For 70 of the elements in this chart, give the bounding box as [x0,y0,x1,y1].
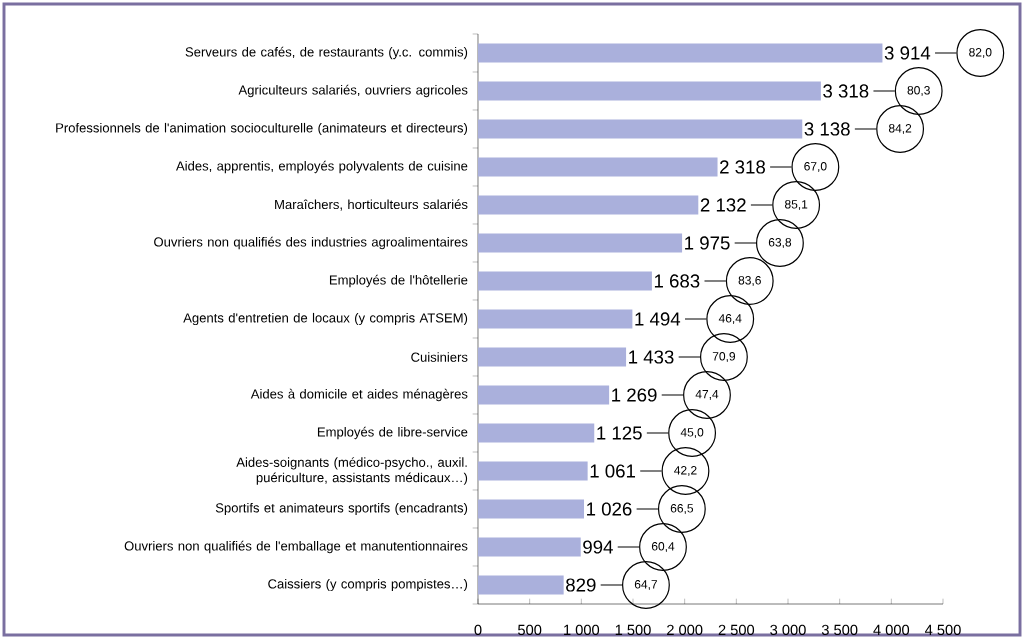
annotation: 85,1 [785,200,808,210]
y-tick-label: Ouvriers non qualifiés des industries agroalimentaires [154,236,468,250]
y-tick-label: Agriculteurs salariés, ouvriers agricoles [238,84,468,98]
annotation: 42,2 [674,466,697,476]
annotation: 83,6 [738,276,761,286]
data-label: 1 026 [587,502,632,516]
x-tick-label: 2 500 [718,624,755,636]
y-tick-label: Ouvriers non qualifiés de l'emballage et manutentionnaires [124,540,468,554]
data-label: 1 975 [685,236,730,250]
y-tick-label: Maraîchers, horticulteurs salariés [275,199,468,211]
data-label: 994 [583,540,613,554]
y-tick-label: Employés de l'hôtellerie [329,274,468,288]
annotation: 46,4 [718,314,742,324]
annotation: 63,8 [768,238,792,248]
bar [478,43,883,63]
data-label: 2 132 [700,198,746,212]
y-tick-label: Aides, apprentis, employés polyvalents de cuisine [176,160,468,174]
data-label: 3 914 [884,46,931,60]
x-tick-label: 4 500 [924,624,961,636]
annotation: 64,7 [634,580,658,590]
data-label: 1 269 [612,388,657,402]
y-tick-label: Aides-soignants (médico-psycho., auxil. puériculture, assistants médicaux…) [236,457,468,485]
bar [478,81,821,101]
bar [478,157,718,177]
bar [478,347,627,367]
x-tick-label: 3 000 [770,624,806,636]
bar [478,575,564,595]
bar [478,233,683,253]
data-label: 1 494 [635,312,681,326]
annotation: 80,3 [907,86,930,96]
annotation: 70,9 [712,352,736,362]
bar [478,119,803,139]
data-label: 1 061 [590,464,636,478]
y-tick-label: Agents d'entretien de locaux (y compris ATSEM) [183,312,468,326]
data-label: 1 683 [654,274,700,288]
x-tick-label: 500 [518,624,542,636]
x-tick-label: 1 500 [615,624,651,636]
data-label: 2 318 [720,160,766,174]
bar [478,423,595,443]
data-label: 3 138 [804,122,850,136]
x-tick-label: 2 000 [667,624,703,636]
annotation: 84,2 [888,124,912,134]
annotation: 66,5 [670,504,694,514]
bar [478,385,610,405]
x-tick-label: 0 [474,624,482,636]
y-tick-label: Aides à domicile et aides ménagères [250,388,468,402]
y-tick-label: Employés de libre-service [317,426,468,440]
annotation: 60,4 [651,542,675,552]
bar [478,271,652,291]
x-tick-label: 1 000 [564,624,600,636]
y-tick-label: Professionnels de l'animation socioculturelle (animateurs et directeurs) [56,122,468,136]
data-label: 3 318 [823,84,869,98]
text: 82,0 [969,48,992,58]
bar [478,461,588,481]
bar [478,537,581,557]
y-tick-label: Serveurs de cafés, de restaurants (y.c. commis) [185,46,468,60]
annotation: 67,0 [804,162,827,172]
bar [478,195,699,215]
bar [478,309,633,329]
data-label: 1 125 [597,426,642,440]
y-tick-label: Sportifs et animateurs sportifs (encadrants) [215,502,468,516]
annotation: 47,4 [695,390,719,400]
data-label: 829 [566,578,596,592]
y-tick-label: Cuisiniers [411,352,468,362]
x-tick-label: 4 000 [873,624,910,636]
x-tick-label: 3 500 [821,624,858,636]
bar [478,499,585,519]
y-tick-label: Caissiers (y compris pompistes…) [268,578,468,592]
data-label: 1 433 [629,350,674,364]
annotation: 45,0 [680,428,704,438]
